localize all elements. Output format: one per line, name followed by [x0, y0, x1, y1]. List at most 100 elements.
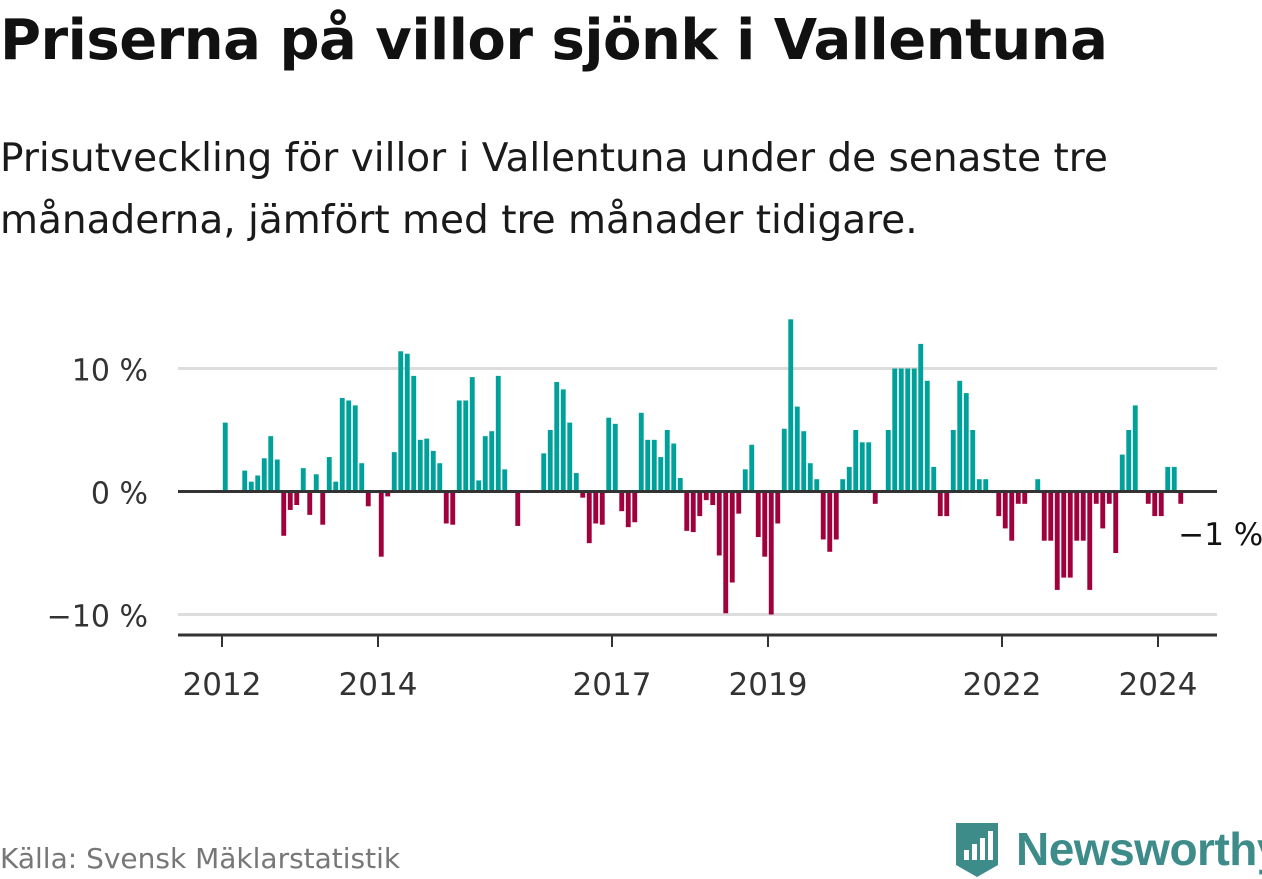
bar — [833, 491, 839, 540]
last-value-label: −1 % — [1178, 517, 1262, 553]
bar — [398, 351, 404, 492]
bar — [612, 423, 618, 492]
bar — [638, 412, 644, 492]
bar — [755, 491, 761, 538]
bar — [1152, 491, 1158, 517]
bar — [781, 428, 787, 492]
bar — [1093, 491, 1099, 504]
bar — [495, 375, 501, 492]
bar — [625, 491, 631, 528]
bar — [352, 405, 358, 492]
bar-chart-logo-icon — [956, 823, 998, 877]
bar — [664, 430, 670, 492]
label-layer: 10 % 0 % −10 % 2012 2014 2017 2019 2022 2024 −1 % — [47, 354, 1262, 704]
bar — [872, 491, 878, 504]
bar — [443, 491, 449, 524]
bar — [1067, 491, 1073, 578]
bar — [1100, 491, 1106, 529]
bar — [1022, 491, 1028, 504]
y-tick-label: 0 % — [91, 477, 148, 512]
brand-name: Newsworthy — [1016, 823, 1262, 875]
bar — [736, 491, 742, 514]
bar — [1080, 491, 1086, 541]
bar — [255, 475, 261, 492]
x-tick-label: 2024 — [1119, 667, 1198, 703]
bar — [762, 491, 768, 557]
bar — [567, 422, 573, 492]
bar — [853, 430, 859, 492]
bar — [1171, 466, 1177, 492]
bar — [1009, 491, 1015, 541]
bar — [450, 491, 456, 525]
bar — [632, 491, 638, 523]
bar — [1061, 491, 1067, 578]
bar — [287, 491, 293, 510]
source-note: Källa: Svensk Mäklarstatistik — [0, 842, 401, 875]
bar — [1132, 405, 1138, 492]
bar — [1119, 454, 1125, 492]
bar — [677, 477, 683, 492]
bar — [378, 491, 384, 557]
bar — [788, 319, 794, 492]
x-tick-label: 2014 — [339, 667, 418, 703]
bar — [697, 491, 703, 517]
axis-layer — [178, 490, 1217, 647]
bar — [307, 491, 313, 515]
bar — [840, 479, 846, 492]
bar — [710, 491, 716, 506]
x-tick-label: 2012 — [183, 667, 262, 703]
bar — [1178, 491, 1184, 504]
bar — [469, 377, 475, 492]
bar — [1035, 479, 1041, 492]
bar — [281, 491, 287, 536]
bar — [911, 368, 917, 492]
bar — [898, 368, 904, 492]
bar — [651, 439, 657, 492]
grid-layer — [178, 367, 1217, 616]
bar — [937, 491, 943, 517]
bar — [885, 430, 891, 492]
bar — [1087, 491, 1093, 590]
bar — [1002, 491, 1008, 529]
bar — [950, 430, 956, 492]
bar — [814, 479, 820, 492]
bar — [463, 400, 469, 492]
bar — [346, 400, 352, 492]
bar — [482, 436, 488, 492]
bar — [1048, 491, 1054, 541]
chart-subtitle: Prisutveckling för villor i Vallentuna u… — [0, 136, 1108, 243]
bar — [775, 491, 781, 524]
bar — [924, 380, 930, 492]
bars-layer — [222, 319, 1184, 615]
bar — [515, 491, 521, 526]
bar — [1145, 491, 1151, 504]
bar — [1113, 491, 1119, 553]
bar — [573, 473, 579, 492]
bar — [261, 458, 267, 492]
bar — [541, 453, 547, 492]
bar — [326, 457, 332, 492]
bar — [944, 491, 950, 517]
bar — [1074, 491, 1080, 541]
bar — [1106, 491, 1112, 504]
bar — [658, 457, 664, 492]
bar — [768, 491, 774, 615]
bar — [749, 444, 755, 492]
y-tick-label: −10 % — [47, 600, 148, 635]
bar — [820, 491, 826, 540]
bar — [333, 481, 339, 492]
bar — [970, 430, 976, 492]
x-tick-label: 2019 — [729, 667, 808, 703]
bar — [437, 463, 443, 492]
bar — [313, 474, 319, 492]
bar — [846, 466, 852, 492]
bar — [807, 463, 813, 492]
bar — [996, 491, 1002, 517]
x-tick-label: 2017 — [573, 667, 652, 703]
bar — [599, 491, 605, 525]
bar — [489, 431, 495, 492]
bar — [365, 491, 371, 507]
bar — [593, 491, 599, 524]
bar — [801, 431, 807, 492]
